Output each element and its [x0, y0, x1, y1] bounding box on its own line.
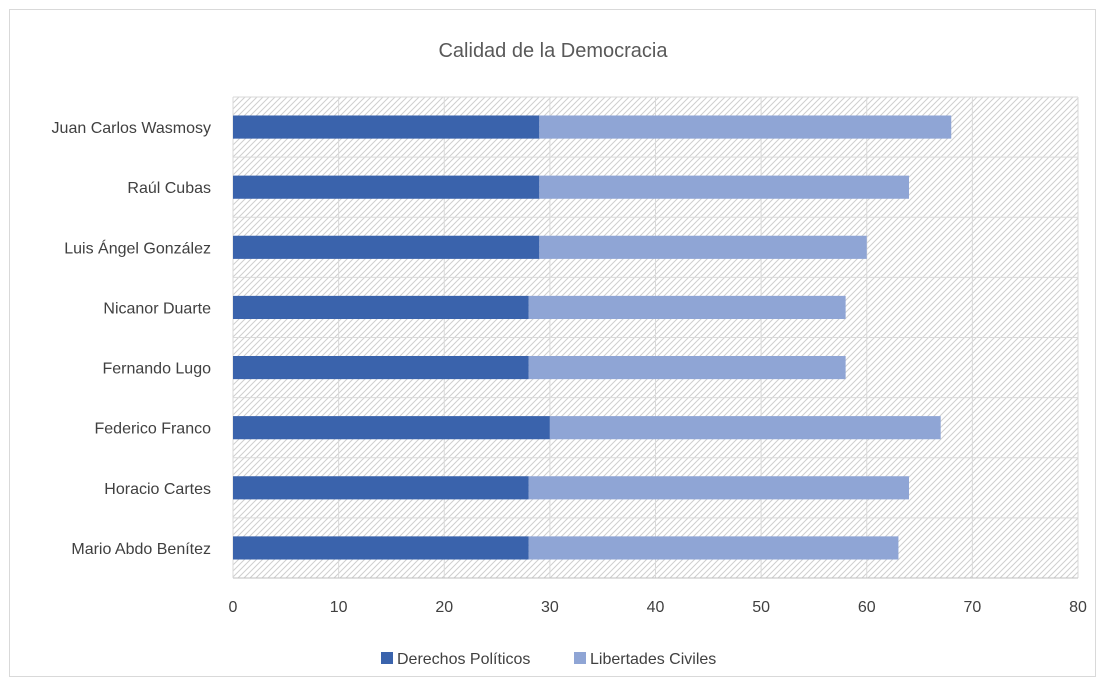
legend-swatch-libertades-civiles — [574, 652, 586, 664]
x-tick-label: 60 — [858, 599, 876, 616]
bar-derechos-politicos — [233, 175, 540, 199]
chart-title: Calidad de la Democracia — [438, 40, 668, 62]
category-label: Raúl Cubas — [127, 180, 211, 197]
bar-libertades-civiles — [539, 175, 909, 199]
category-label: Federico Franco — [95, 421, 212, 438]
bar-derechos-politicos — [233, 235, 540, 259]
x-tick-label: 0 — [229, 599, 238, 616]
category-label: Juan Carlos Wasmosy — [52, 120, 211, 137]
legend-label-derechos-politicos: Derechos Políticos — [397, 651, 530, 668]
x-tick-label: 70 — [963, 599, 981, 616]
bar-libertades-civiles — [528, 355, 846, 380]
category-label: Luis Ángel González — [64, 238, 211, 257]
x-tick-label: 20 — [435, 599, 453, 616]
category-label: Fernando Lugo — [102, 361, 211, 378]
bar-derechos-politicos — [233, 115, 540, 139]
legend-swatch-derechos-politicos — [381, 652, 393, 664]
bar-derechos-politicos — [233, 355, 529, 380]
x-tick-label: 50 — [752, 599, 770, 616]
x-tick-label: 30 — [541, 599, 559, 616]
bar-derechos-politicos — [233, 416, 550, 440]
bar-libertades-civiles — [549, 416, 941, 440]
chart-legend: Derechos Políticos Libertades Civiles — [381, 651, 716, 668]
x-tick-label: 80 — [1069, 599, 1087, 616]
bar-libertades-civiles — [539, 235, 867, 259]
bar-derechos-politicos — [233, 295, 529, 320]
category-label: Mario Abdo Benítez — [71, 541, 211, 558]
bar-derechos-politicos — [233, 476, 529, 500]
category-label: Nicanor Duarte — [103, 300, 211, 317]
x-tick-label: 40 — [647, 599, 665, 616]
bar-libertades-civiles — [528, 295, 846, 320]
category-label: Horacio Cartes — [104, 481, 211, 498]
legend-label-libertades-civiles: Libertades Civiles — [590, 651, 716, 668]
bar-libertades-civiles — [539, 115, 952, 139]
bar-libertades-civiles — [528, 536, 899, 560]
x-tick-label: 10 — [330, 599, 348, 616]
bar-derechos-politicos — [233, 536, 529, 560]
bar-libertades-civiles — [528, 476, 909, 500]
